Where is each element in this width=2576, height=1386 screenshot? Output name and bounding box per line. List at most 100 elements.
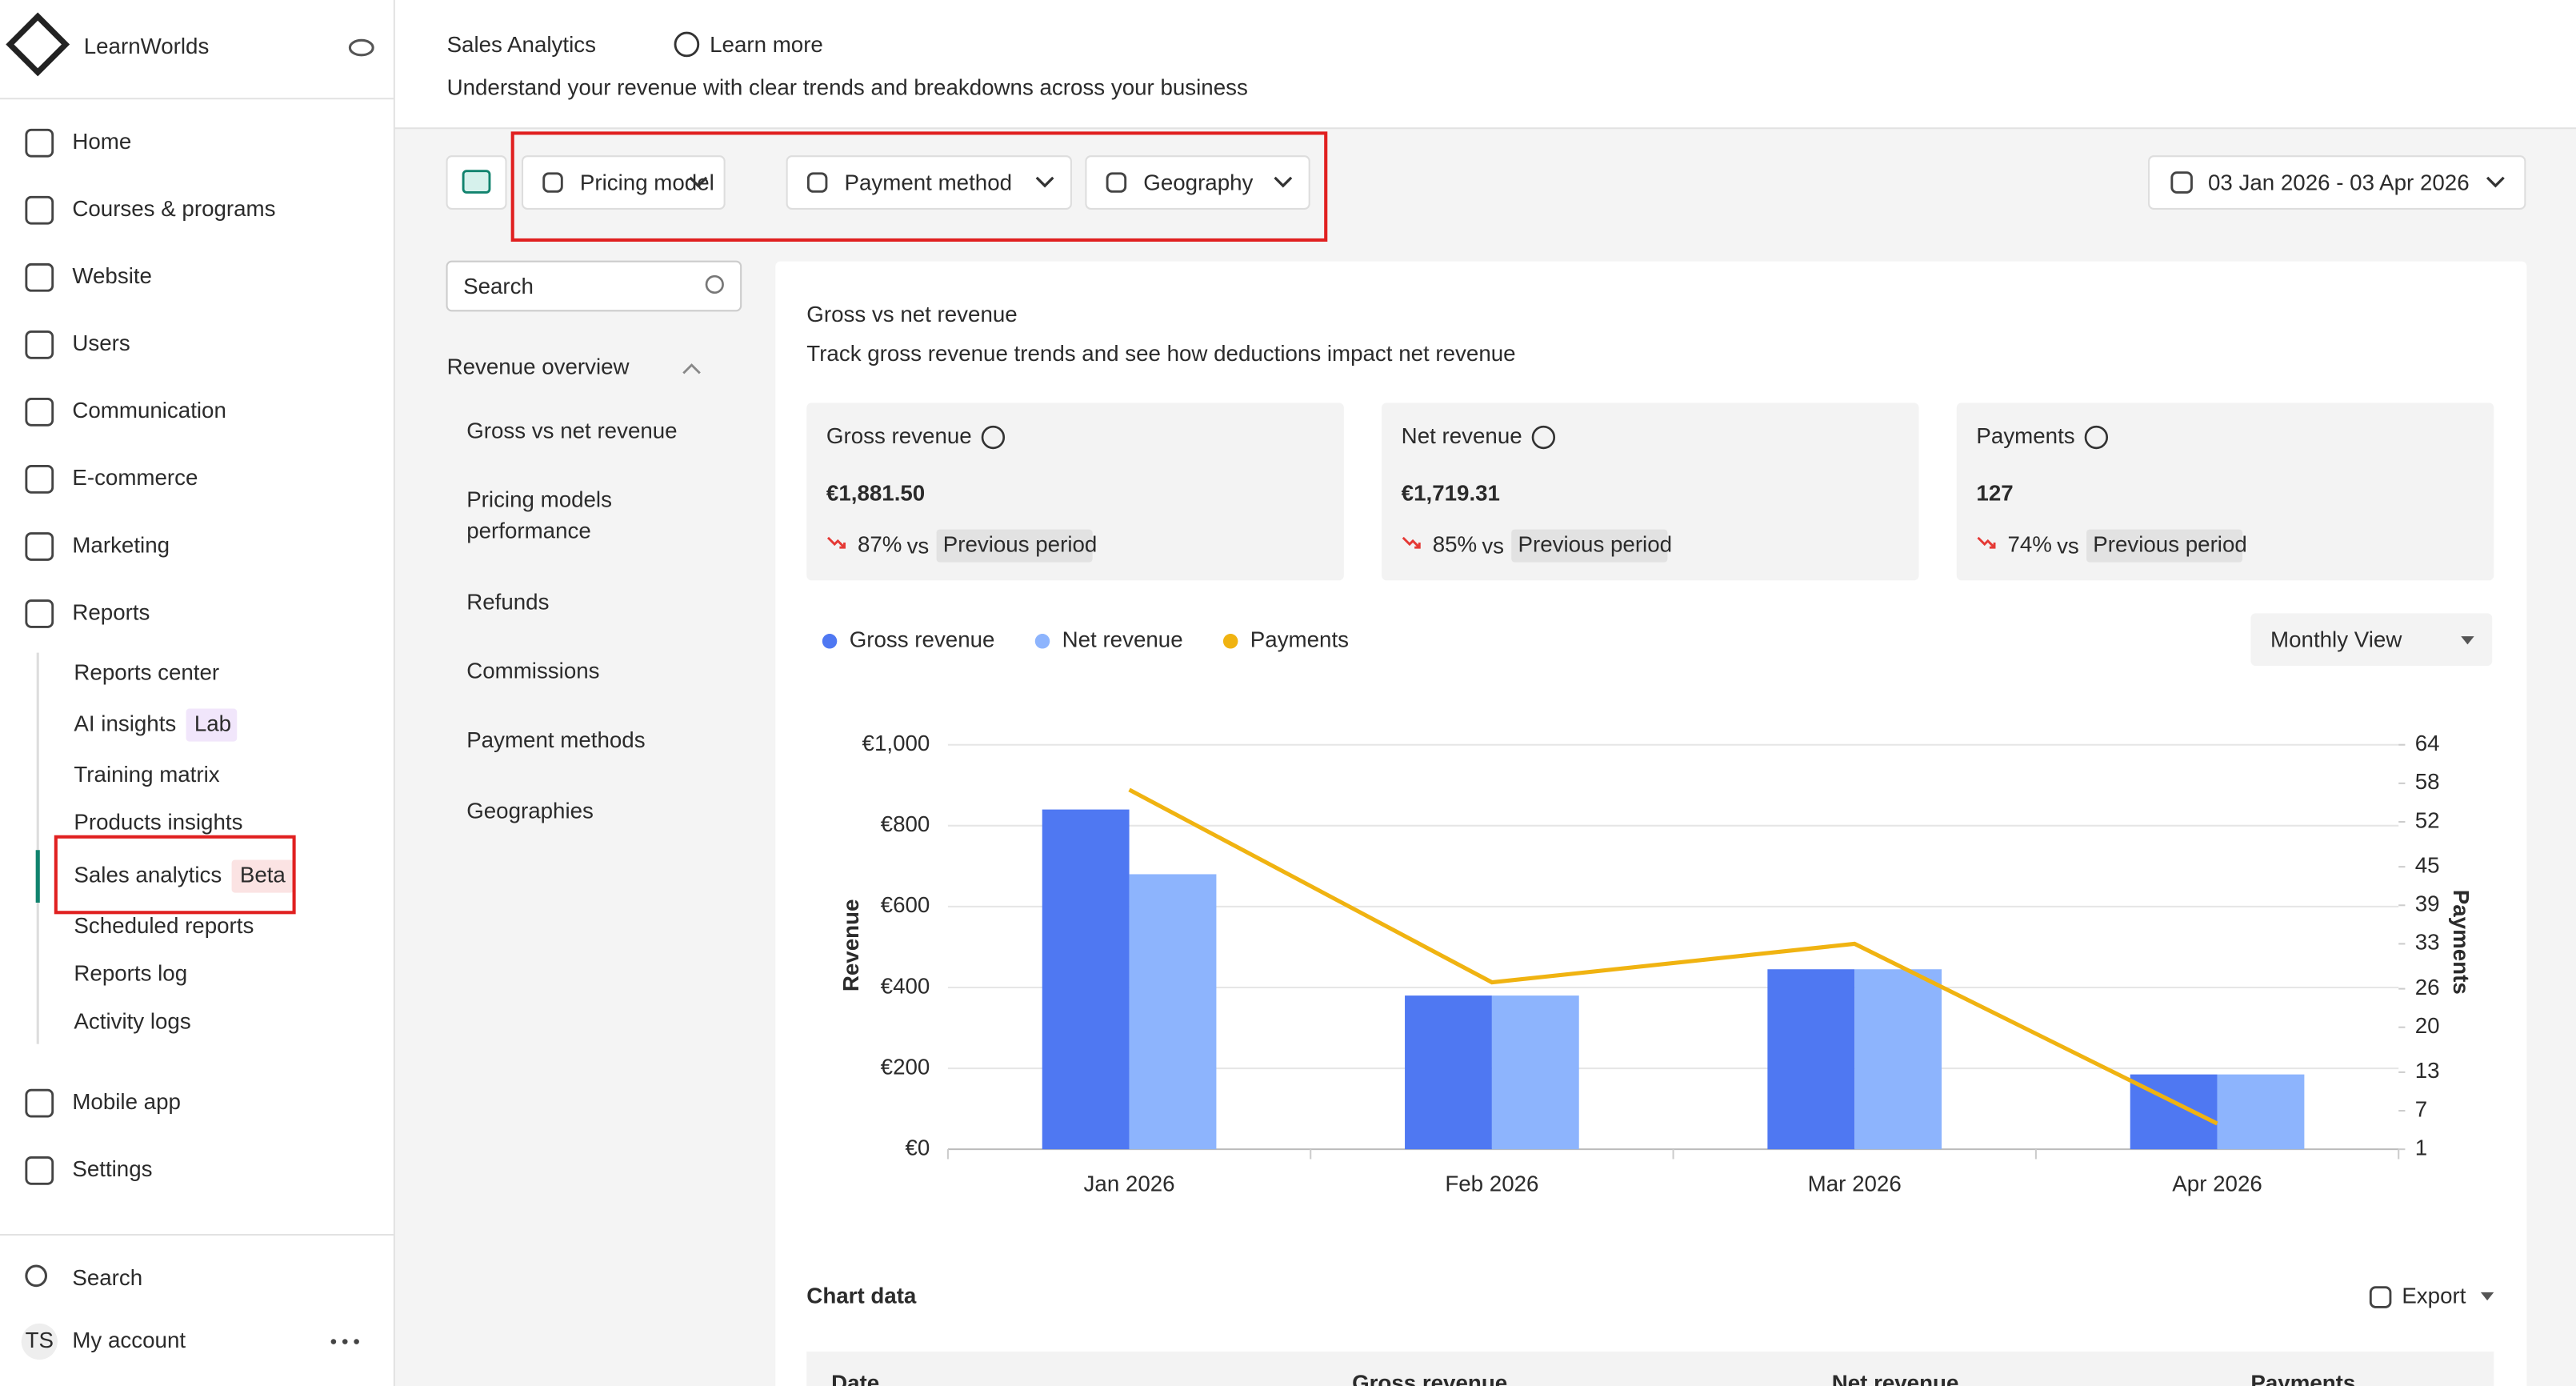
view-select[interactable] — [2250, 613, 2493, 667]
compare-bg — [936, 529, 1093, 563]
sub-nav-item[interactable]: Training matrix — [74, 762, 219, 787]
kpi-change: 85% — [1433, 531, 1477, 556]
kpi-compare: Previous period — [943, 531, 1098, 556]
nav-item[interactable]: Home — [72, 129, 131, 154]
y2-tick-label: 33 — [2415, 930, 2440, 955]
column-header[interactable]: Gross revenue — [1352, 1370, 1507, 1386]
subnav-item[interactable]: Commissions — [466, 659, 599, 683]
y2-tick-label: 45 — [2415, 852, 2440, 877]
more-dot[interactable] — [330, 1339, 337, 1344]
nav-item[interactable]: Courses & programs — [72, 196, 275, 221]
subnav-item[interactable]: Gross vs net revenue — [466, 419, 677, 443]
caret — [2480, 1292, 2494, 1301]
y-tick-label: €0 — [905, 1135, 930, 1160]
learn-more[interactable]: Learn more — [710, 32, 823, 57]
icon — [806, 172, 828, 193]
more-dot[interactable] — [342, 1339, 348, 1344]
date-button[interactable] — [2148, 155, 2526, 210]
nav-item[interactable]: Users — [72, 330, 130, 355]
filter-button[interactable] — [786, 155, 1072, 210]
compare-bg — [1511, 529, 1668, 563]
legend-dot — [1222, 634, 1238, 649]
y-tick-label: €200 — [881, 1054, 930, 1079]
column-header[interactable]: Payments — [2250, 1370, 2355, 1386]
avatar — [21, 1323, 58, 1360]
icon — [25, 599, 54, 628]
nav-item[interactable]: Marketing — [72, 532, 170, 557]
search-box[interactable] — [446, 260, 742, 312]
y2-tick-label: 39 — [2415, 891, 2440, 916]
sub-nav-item[interactable]: Sales analytics — [74, 862, 222, 887]
nav-item[interactable]: Communication — [72, 398, 226, 423]
subnav-item[interactable]: Pricing models performance — [466, 487, 612, 543]
icon — [25, 465, 54, 494]
sub-nav-item[interactable]: Products insights — [74, 810, 242, 835]
sub-nav-item[interactable]: Scheduled reports — [74, 913, 254, 938]
bar — [1491, 995, 1579, 1150]
nav-item[interactable]: Website — [72, 263, 152, 288]
subnav-item[interactable]: Payment methods — [466, 727, 645, 752]
kpi-label: Net revenue — [1402, 423, 1522, 448]
card-subtitle: Track gross revenue trends and see how d… — [806, 341, 1515, 366]
more-dot[interactable] — [354, 1339, 359, 1344]
nav-item[interactable]: Search — [72, 1265, 142, 1290]
help-icon — [674, 31, 700, 58]
icon — [25, 1156, 54, 1185]
table-header — [806, 1351, 2494, 1386]
legend-dot — [1034, 634, 1050, 649]
view-select-label[interactable]: Monthly View — [2270, 627, 2402, 652]
y2-axis-label: Payments — [2449, 890, 2474, 995]
column-header[interactable]: Date — [831, 1370, 879, 1386]
icon — [25, 262, 54, 292]
sub-nav-item[interactable]: AI insights — [74, 711, 176, 735]
icon — [25, 195, 54, 225]
section-title[interactable]: Revenue overview — [447, 355, 630, 379]
eye-icon[interactable] — [348, 38, 374, 57]
chevron-up — [682, 363, 701, 375]
subnav-item[interactable]: Geographies — [466, 798, 594, 823]
trend-down-icon — [826, 536, 846, 549]
export-button[interactable]: Export — [2402, 1283, 2466, 1308]
nav-item[interactable]: My account — [72, 1328, 186, 1352]
avatar-initials: TS — [26, 1328, 54, 1352]
info-icon — [981, 425, 1006, 450]
line — [1128, 787, 2218, 1126]
badge-bg — [231, 859, 294, 893]
compare-bg — [2086, 529, 2243, 563]
card-title: Gross vs net revenue — [806, 302, 1017, 326]
toggle-icon — [462, 170, 491, 194]
sub-nav-item[interactable]: Activity logs — [74, 1008, 190, 1033]
nav-item[interactable]: Settings — [72, 1156, 152, 1181]
highlight-box — [510, 131, 1328, 242]
filter-button[interactable] — [1085, 155, 1310, 210]
page-subtitle: Understand your revenue with clear trend… — [447, 74, 1248, 99]
kpi-value: €1,719.31 — [1402, 481, 1500, 506]
y2-tick-label: 7 — [2415, 1096, 2427, 1121]
nav-item[interactable]: Reports — [72, 599, 150, 624]
kpi-label: Gross revenue — [826, 423, 972, 448]
kpi-change: 87% — [858, 531, 902, 556]
kpi-vs: vs — [907, 533, 930, 558]
bar — [1042, 809, 1130, 1150]
kpi-value: €1,881.50 — [826, 481, 925, 506]
y2-tick-label: 13 — [2415, 1058, 2440, 1083]
column-header[interactable]: Net revenue — [1832, 1370, 1959, 1386]
nav-item[interactable]: E-commerce — [72, 465, 198, 490]
nav-item[interactable]: Mobile app — [72, 1089, 181, 1114]
legend-label: Payments — [1250, 627, 1349, 652]
kpi-compare: Previous period — [2093, 531, 2247, 556]
subnav-item[interactable]: Refunds — [466, 589, 549, 614]
date-range: 03 Jan 2026 - 03 Apr 2026 — [2208, 170, 2470, 194]
sub-nav-item[interactable]: Reports log — [74, 961, 187, 986]
badge: Beta — [240, 862, 286, 887]
icon — [25, 532, 54, 561]
chevron — [689, 176, 708, 188]
filter-label: Geography — [1143, 170, 1253, 194]
filter-button[interactable] — [522, 155, 726, 210]
sub-nav-item[interactable]: Reports center — [74, 660, 219, 685]
search-icon — [25, 1264, 48, 1288]
y2-tick-label: 20 — [2415, 1013, 2440, 1038]
trend-down-icon — [1977, 536, 1996, 549]
